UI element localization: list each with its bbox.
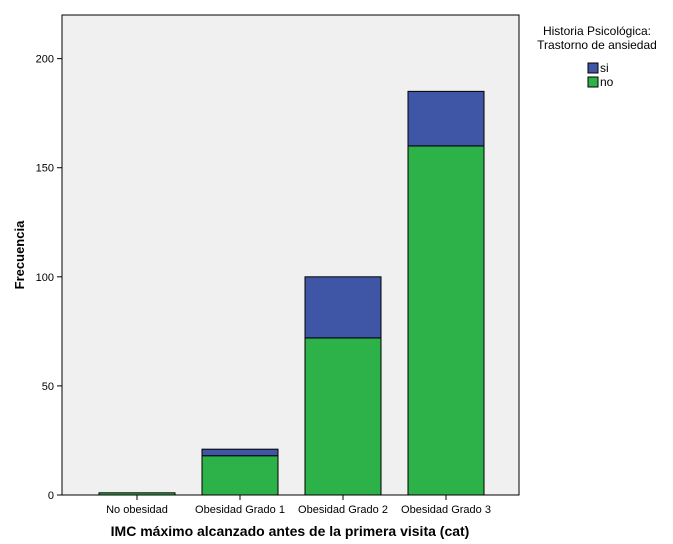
legend-label-no: no bbox=[600, 75, 614, 89]
legend-swatch-no bbox=[587, 76, 599, 88]
y-axis: 0 50 100 150 200 bbox=[36, 54, 62, 502]
x-tick-label-1: No obesidad bbox=[106, 504, 168, 516]
y-tick-label-50: 50 bbox=[42, 381, 54, 393]
x-tick-label-2: Obesidad Grado 1 bbox=[195, 504, 285, 516]
y-tick-label-150: 150 bbox=[36, 163, 54, 175]
x-axis-title: IMC máximo alcanzado antes de la primera… bbox=[111, 523, 470, 539]
y-axis-title: Frecuencia bbox=[12, 220, 27, 289]
y-tick-label-0: 0 bbox=[48, 490, 54, 502]
legend-title-line-1: Historia Psicológica: bbox=[543, 24, 651, 38]
bar-si-3 bbox=[304, 276, 382, 339]
bar-si-2 bbox=[201, 448, 279, 457]
legend: Historia Psicológica: Trastorno de ansie… bbox=[537, 24, 657, 89]
bar-no-1 bbox=[98, 492, 176, 496]
x-axis: No obesidad Obesidad Grado 1 Obesidad Grad… bbox=[106, 495, 491, 516]
legend-title-line-2: Trastorno de ansiedad bbox=[537, 38, 657, 52]
y-tick-label-200: 200 bbox=[36, 54, 54, 66]
y-tick-label-100: 100 bbox=[36, 272, 54, 284]
bar-si-4 bbox=[407, 90, 485, 147]
legend-swatch-si bbox=[587, 62, 599, 74]
bars-group bbox=[98, 90, 485, 496]
bar-no-3 bbox=[304, 337, 382, 496]
bar-no-2 bbox=[201, 455, 279, 496]
bar-no-4 bbox=[407, 145, 485, 496]
x-tick-label-4: Obesidad Grado 3 bbox=[401, 504, 491, 516]
x-tick-label-3: Obesidad Grado 2 bbox=[298, 504, 388, 516]
legend-label-si: si bbox=[600, 61, 609, 75]
